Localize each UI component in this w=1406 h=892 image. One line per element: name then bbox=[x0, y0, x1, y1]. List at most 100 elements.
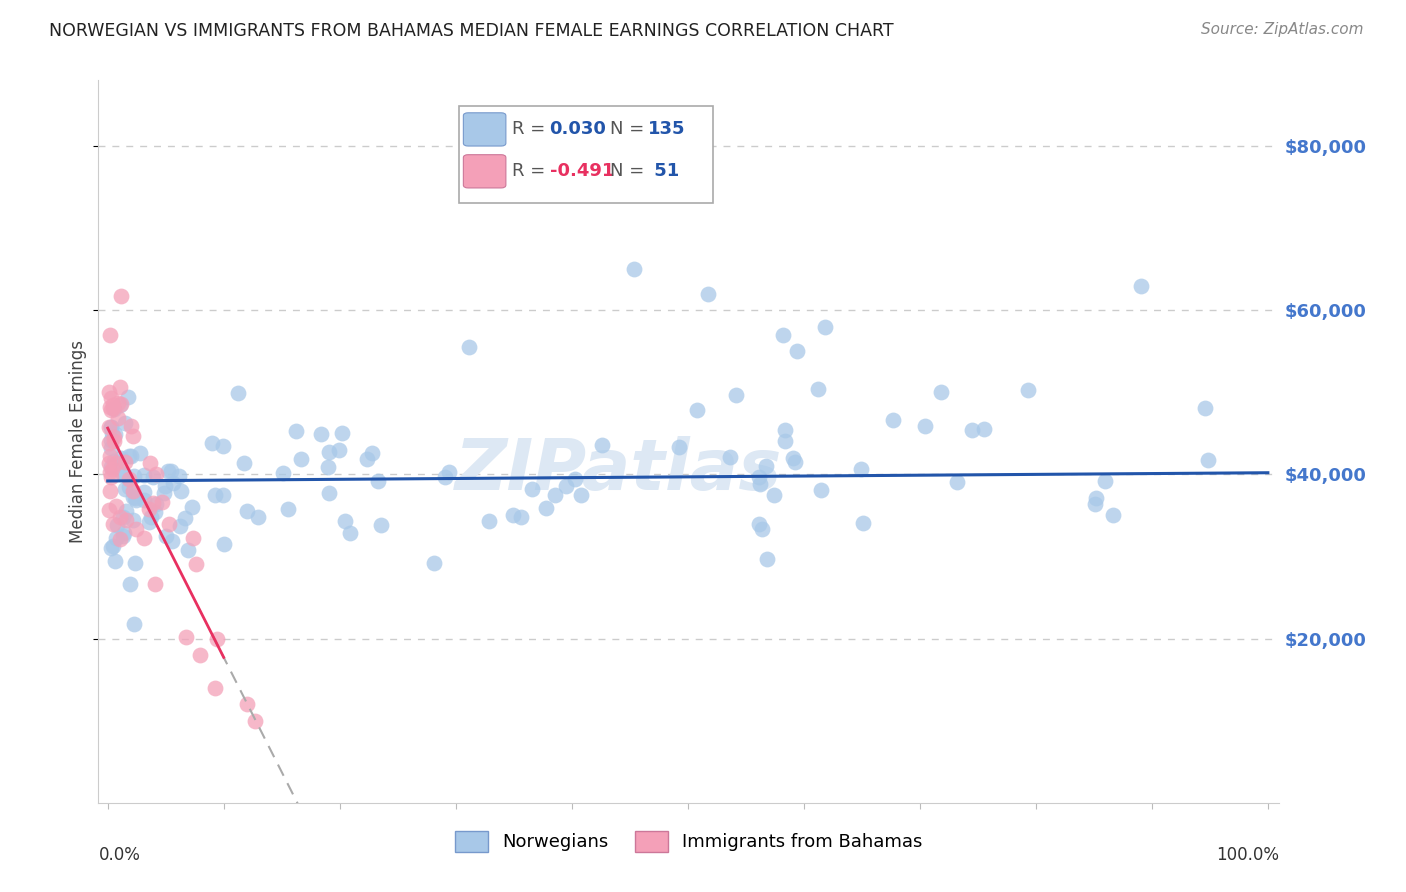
Point bbox=[330, 426, 353, 441]
Text: 0.030: 0.030 bbox=[550, 120, 606, 137]
Point bbox=[110, 510, 132, 524]
Point bbox=[114, 454, 136, 468]
Point bbox=[122, 616, 145, 631]
Point bbox=[101, 539, 124, 553]
Point bbox=[748, 476, 770, 491]
Point bbox=[100, 449, 122, 463]
Point bbox=[748, 517, 770, 532]
Point bbox=[100, 469, 122, 483]
Point bbox=[457, 341, 479, 355]
Point bbox=[114, 482, 136, 496]
Point bbox=[422, 556, 444, 570]
Point bbox=[103, 454, 125, 468]
Point bbox=[849, 462, 872, 476]
Point bbox=[100, 442, 122, 456]
Text: 0.0%: 0.0% bbox=[98, 847, 141, 864]
Point bbox=[145, 505, 167, 519]
Point bbox=[107, 411, 129, 425]
Point bbox=[204, 681, 226, 695]
Point bbox=[174, 630, 197, 644]
Point bbox=[361, 445, 384, 459]
Point bbox=[117, 391, 139, 405]
Point bbox=[751, 522, 773, 536]
Point bbox=[235, 504, 257, 518]
Point bbox=[115, 504, 138, 518]
Point bbox=[1084, 497, 1107, 511]
Point bbox=[170, 483, 193, 498]
Point bbox=[188, 648, 211, 662]
Point bbox=[110, 533, 132, 547]
Point bbox=[367, 474, 389, 488]
Text: 51: 51 bbox=[648, 161, 679, 179]
Point bbox=[101, 426, 124, 441]
Point bbox=[318, 445, 340, 459]
Point bbox=[142, 470, 165, 484]
Point bbox=[101, 401, 124, 415]
Point bbox=[145, 467, 167, 481]
Point bbox=[118, 449, 141, 463]
Point bbox=[502, 508, 524, 522]
Point bbox=[285, 425, 308, 439]
Point bbox=[569, 488, 592, 502]
Point bbox=[122, 469, 145, 483]
Point bbox=[108, 380, 131, 394]
Point bbox=[115, 513, 138, 527]
Point bbox=[145, 497, 167, 511]
Point bbox=[98, 327, 121, 342]
Text: R =: R = bbox=[512, 161, 551, 179]
Point bbox=[591, 437, 613, 451]
Point bbox=[316, 460, 339, 475]
Point bbox=[111, 509, 134, 524]
Point bbox=[150, 494, 173, 508]
Point bbox=[1194, 401, 1216, 415]
Point bbox=[153, 478, 176, 492]
Point bbox=[97, 385, 120, 400]
Point bbox=[271, 466, 294, 480]
Point bbox=[100, 402, 122, 417]
Point bbox=[120, 419, 142, 434]
Point bbox=[142, 496, 165, 510]
Point bbox=[105, 518, 128, 533]
FancyBboxPatch shape bbox=[464, 154, 506, 188]
Point bbox=[1017, 383, 1039, 397]
Point bbox=[439, 465, 461, 479]
Point bbox=[243, 714, 266, 728]
Point bbox=[160, 464, 183, 478]
Point bbox=[110, 288, 132, 302]
Point bbox=[929, 385, 952, 400]
Point bbox=[186, 557, 208, 571]
Point bbox=[309, 427, 332, 442]
Point bbox=[100, 433, 122, 447]
Point bbox=[112, 525, 135, 540]
FancyBboxPatch shape bbox=[458, 105, 713, 203]
Text: 100.0%: 100.0% bbox=[1216, 847, 1279, 864]
Point bbox=[775, 423, 797, 437]
Point bbox=[233, 456, 256, 470]
Point bbox=[157, 517, 180, 532]
Point bbox=[125, 522, 148, 536]
Point bbox=[1129, 278, 1152, 293]
Point bbox=[882, 413, 904, 427]
Point bbox=[201, 436, 224, 450]
Point bbox=[112, 467, 135, 482]
Point bbox=[204, 488, 226, 502]
Point bbox=[333, 514, 356, 528]
Point bbox=[544, 488, 567, 502]
Point bbox=[124, 491, 146, 506]
Point bbox=[122, 491, 145, 505]
Point bbox=[107, 396, 129, 410]
Point bbox=[370, 517, 392, 532]
Point bbox=[129, 446, 152, 460]
Point bbox=[226, 385, 249, 400]
Point bbox=[814, 319, 837, 334]
Text: N =: N = bbox=[610, 120, 650, 137]
Point bbox=[157, 464, 180, 478]
Point bbox=[134, 485, 156, 500]
Text: 135: 135 bbox=[648, 120, 685, 137]
Point bbox=[97, 502, 120, 516]
Point bbox=[852, 516, 875, 530]
Point bbox=[110, 398, 132, 412]
Point bbox=[782, 451, 804, 466]
Point bbox=[100, 460, 122, 475]
Point bbox=[433, 470, 456, 484]
